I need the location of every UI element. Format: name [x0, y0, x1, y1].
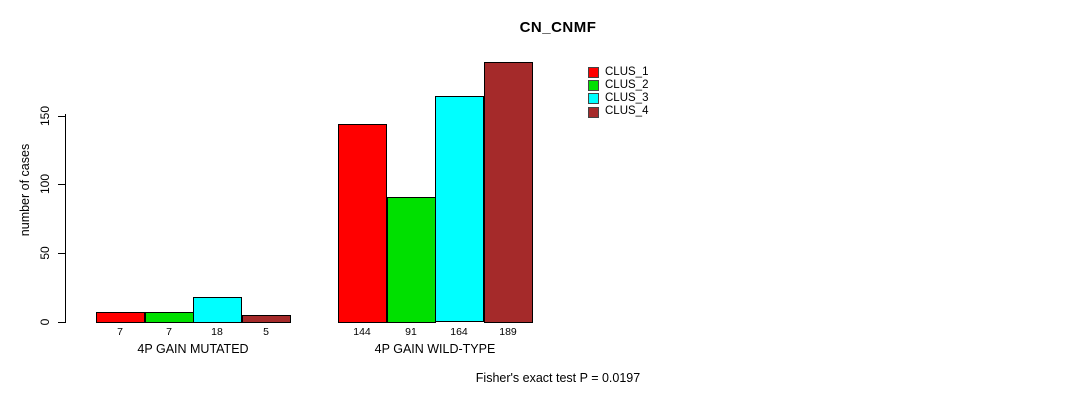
bar-clus_2-group2	[387, 197, 436, 323]
bar-value-label: 91	[405, 326, 417, 338]
group-label-2: 4P GAIN WILD-TYPE	[374, 342, 496, 356]
legend-label: CLUS_3	[605, 92, 649, 105]
chart-title: CN_CNMF	[519, 19, 597, 36]
bar-value-label: 7	[117, 326, 123, 338]
legend-row: CLUS_4	[588, 106, 648, 119]
bar-value-label: 189	[499, 326, 517, 338]
bar-clus_3-group2	[435, 96, 484, 322]
bar-value-label: 18	[211, 326, 223, 338]
bar-clus_4-group2	[484, 62, 533, 323]
legend-label: CLUS_1	[605, 65, 649, 78]
footer-annotation: Fisher's exact test P = 0.0197	[475, 371, 641, 385]
y-tick-label: 0	[38, 318, 52, 326]
y-tick-label: 150	[38, 105, 52, 127]
y-axis-line	[65, 114, 66, 323]
y-axis-label: number of cases	[18, 143, 32, 237]
y-tick	[58, 116, 65, 117]
legend-label: CLUS_2	[605, 79, 649, 92]
legend-row: CLUS_1	[588, 66, 648, 79]
bar-value-label: 7	[166, 326, 172, 338]
legend-swatch-clus_2	[588, 80, 599, 92]
bar-clus_1-group1	[96, 312, 145, 323]
legend-label: CLUS_4	[605, 105, 649, 118]
bar-clus_4-group1	[242, 315, 291, 323]
bar-clus_2-group1	[145, 312, 194, 323]
legend-row: CLUS_2	[588, 79, 648, 92]
bar-value-label: 164	[450, 326, 468, 338]
bar-clus_3-group1	[193, 297, 242, 323]
legend-row: CLUS_3	[588, 92, 648, 105]
legend-swatch-clus_3	[588, 93, 599, 105]
y-tick-label: 50	[38, 246, 52, 260]
legend-swatch-clus_1	[588, 67, 599, 79]
bar-value-label: 5	[263, 326, 269, 338]
y-tick	[58, 184, 65, 185]
y-tick-label: 100	[38, 173, 52, 195]
y-tick	[58, 322, 65, 323]
y-tick	[58, 253, 65, 254]
legend: CLUS_1 CLUS_2 CLUS_3 CLUS_4	[588, 66, 648, 119]
group-label-1: 4P GAIN MUTATED	[137, 342, 249, 356]
bar-value-label: 144	[353, 326, 371, 338]
bar-clus_1-group2	[338, 124, 387, 323]
legend-swatch-clus_4	[588, 106, 599, 118]
